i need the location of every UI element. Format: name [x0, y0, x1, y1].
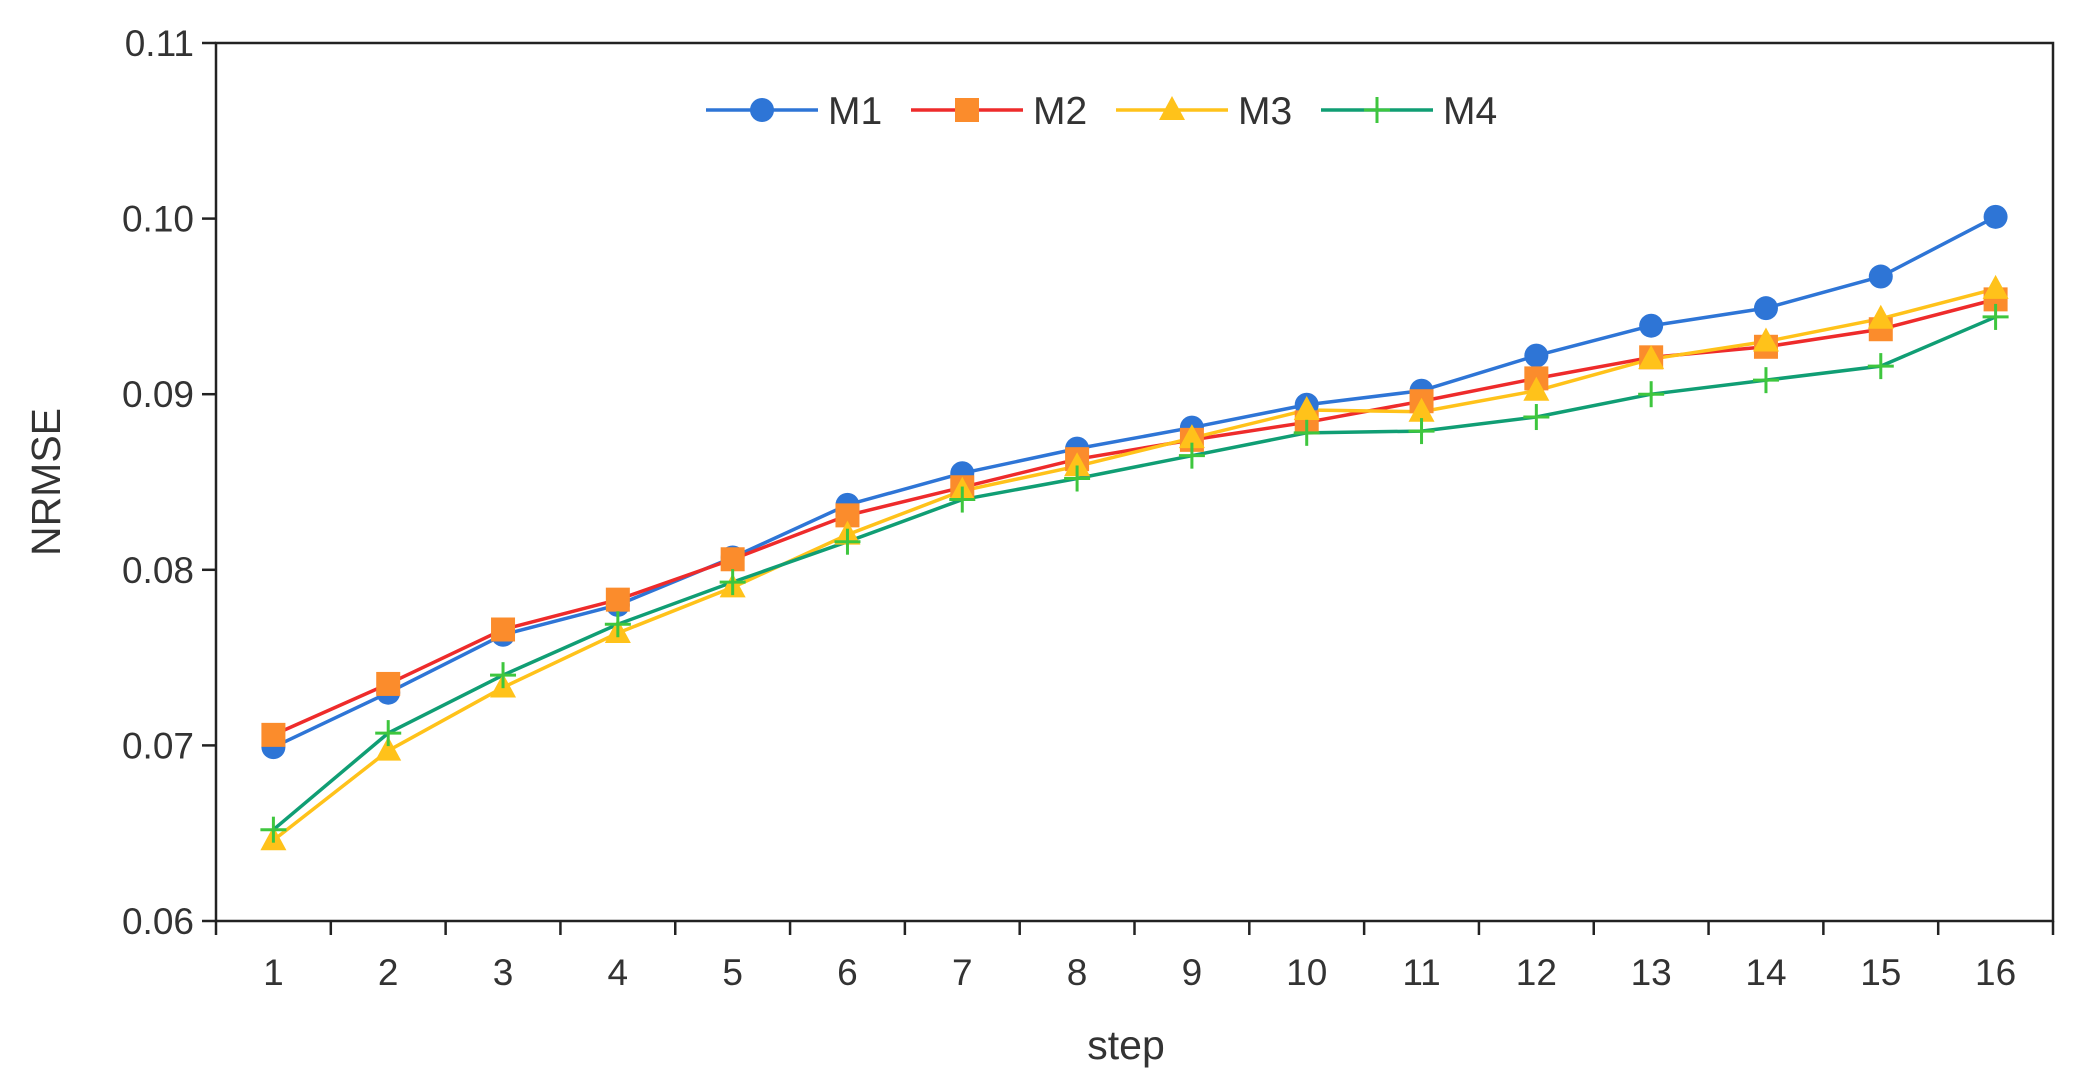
- data-point-m1: [1868, 264, 1893, 289]
- data-point-m3: [1982, 274, 2009, 299]
- data-point-m4: [1752, 367, 1779, 394]
- data-point-m2: [376, 671, 401, 696]
- data-point-m4: [604, 611, 631, 638]
- data-point-m3: [1178, 424, 1205, 449]
- legend-item-m2: M2: [911, 90, 1087, 133]
- x-tick-label: 1: [263, 952, 284, 993]
- data-point-m3: [1638, 345, 1665, 370]
- series-line-m1: [272, 215, 1997, 749]
- series-line-m3: [272, 287, 1997, 842]
- y-tick-label: 0.08: [122, 550, 194, 591]
- x-tick-label: 11: [1402, 952, 1440, 993]
- legend-item-m3: M3: [1116, 90, 1292, 133]
- x-tick-label: 9: [1182, 952, 1203, 993]
- y-tick-label: 0.06: [122, 901, 194, 942]
- legend-marker: [750, 98, 774, 122]
- x-tick-label: 3: [493, 952, 514, 993]
- x-axis-ticks: 1 2 3 4 5 6 7 8 9 10 11 12 13 14 15 16: [214, 921, 2055, 993]
- x-tick-label: 2: [378, 952, 399, 993]
- y-axis-label: NRMSE: [23, 408, 69, 556]
- x-tick-label: 8: [1067, 952, 1088, 993]
- legend-label: M3: [1238, 90, 1292, 133]
- data-point-m2: [261, 722, 286, 747]
- x-tick-label: 4: [608, 952, 629, 993]
- data-point-m4: [834, 528, 861, 555]
- series-line-m4: [272, 315, 1997, 832]
- x-tick-label: 16: [1975, 952, 2016, 993]
- legend-label: M2: [1033, 90, 1087, 133]
- data-point-m4: [719, 569, 746, 596]
- legend-label: M4: [1443, 90, 1497, 133]
- data-point-m4: [1523, 404, 1550, 431]
- y-axis-ticks: 0.06 0.07 0.08 0.09 0.10 0.11: [122, 23, 216, 942]
- data-point-m4: [490, 662, 517, 689]
- data-point-m1: [1524, 343, 1549, 368]
- data-point-m4: [1867, 353, 1894, 380]
- x-tick-label: 10: [1286, 952, 1327, 993]
- y-tick-label: 0.09: [122, 374, 194, 415]
- x-tick-label: 13: [1631, 952, 1672, 993]
- data-point-m4: [1064, 465, 1091, 492]
- legend-item-m4: M4: [1321, 90, 1497, 133]
- legend-marker: [1364, 97, 1390, 123]
- legend-marker: [955, 98, 979, 122]
- x-tick-label: 14: [1745, 952, 1786, 993]
- x-tick-label: 6: [837, 952, 858, 993]
- plot-frame: [214, 41, 2055, 923]
- data-point-m2: [491, 617, 516, 642]
- data-point-m4: [1982, 303, 2009, 330]
- data-point-m4: [1178, 442, 1205, 469]
- x-tick-label: 5: [722, 952, 743, 993]
- data-point-m4: [1638, 381, 1665, 408]
- data-point-m3: [1293, 396, 1320, 421]
- data-point-m4: [949, 486, 976, 513]
- data-point-m2: [605, 587, 630, 612]
- data-point-m3: [375, 736, 402, 761]
- x-axis-label: step: [1087, 1022, 1165, 1068]
- data-point-m4: [1293, 419, 1320, 446]
- x-tick-label: 7: [952, 952, 973, 993]
- legend-marker: [1159, 96, 1185, 120]
- x-tick-label: 15: [1860, 952, 1901, 993]
- legend-label: M1: [828, 90, 882, 133]
- data-point-m1: [1639, 313, 1664, 338]
- y-tick-label: 0.10: [122, 199, 194, 240]
- series-line-m2: [272, 297, 1997, 737]
- data-point-m3: [1867, 304, 1894, 329]
- y-tick-label: 0.11: [125, 23, 194, 64]
- data-point-m3: [1523, 376, 1550, 401]
- legend: M1 M2 M3 M4: [706, 90, 1497, 133]
- data-point-m3: [1752, 327, 1779, 352]
- data-point-m3: [1064, 452, 1091, 477]
- legend-item-m1: M1: [706, 90, 882, 133]
- data-point-m4: [1408, 418, 1435, 445]
- data-point-m3: [1408, 397, 1435, 422]
- x-tick-label: 12: [1516, 952, 1557, 993]
- series-markers: [260, 204, 2009, 851]
- data-point-m4: [375, 720, 402, 747]
- data-point-m1: [1753, 296, 1778, 321]
- data-point-m4: [260, 816, 287, 843]
- series-lines: [272, 215, 1997, 842]
- y-tick-label: 0.07: [122, 725, 194, 766]
- data-point-m1: [1983, 204, 2008, 229]
- data-point-m2: [720, 547, 745, 572]
